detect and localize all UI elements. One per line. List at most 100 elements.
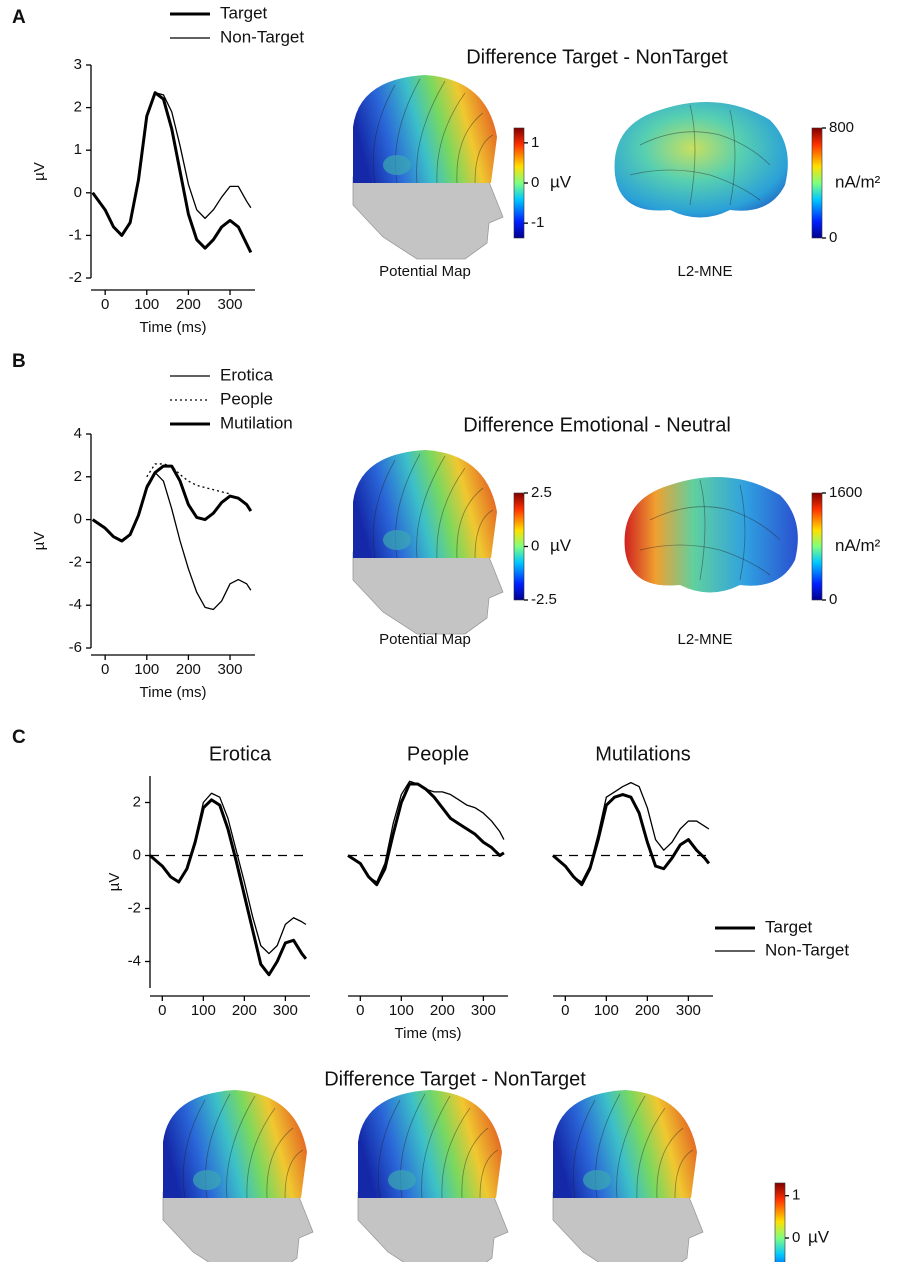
brain-source-map [625, 477, 798, 593]
y-tick-label: 3 [74, 56, 82, 73]
colorbar-tick-label: 1 [792, 1187, 800, 1204]
panel-title: Erotica [209, 743, 272, 765]
colorbar-tick-label: -2.5 [531, 591, 557, 608]
y-tick-label: 4 [74, 425, 82, 442]
map-title: Difference Emotional - Neutral [463, 414, 731, 436]
colorbar [775, 1183, 785, 1262]
x-tick-label: 200 [176, 661, 201, 678]
x-tick-label: 200 [430, 1002, 455, 1019]
x-axis-label: Time (ms) [140, 319, 207, 336]
x-tick-label: 200 [635, 1002, 660, 1019]
y-tick-label: 0 [133, 846, 141, 863]
x-tick-label: 100 [134, 661, 159, 678]
y-tick-label: 0 [74, 511, 82, 528]
colorbar-tick-label: 1600 [829, 484, 862, 501]
panel-label: C [12, 727, 26, 748]
map-caption: Potential Map [379, 263, 471, 280]
head-potential-map [358, 1090, 508, 1262]
colorbar-unit: µV [808, 1227, 830, 1246]
x-tick-label: 200 [232, 1002, 257, 1019]
x-tick-label: 100 [134, 296, 159, 313]
y-tick-label: -4 [69, 596, 82, 613]
colorbar-unit: µV [550, 536, 572, 555]
y-tick-label: -2 [69, 269, 82, 286]
erp-line [93, 466, 251, 541]
y-tick-label: -4 [128, 952, 141, 969]
panel-label: A [12, 7, 26, 28]
y-tick-label: 2 [74, 99, 82, 116]
colorbar-tick-label: 0 [792, 1229, 800, 1246]
legend-label: Mutilation [220, 413, 293, 432]
y-axis-label: µV [106, 873, 123, 892]
colorbar-tick-label: 0 [531, 174, 539, 191]
head-potential-map [353, 450, 503, 634]
x-tick-label: 300 [273, 1002, 298, 1019]
colorbar-unit: nA/m² [835, 536, 881, 555]
colorbar-tick-label: -1 [531, 214, 544, 231]
x-tick-label: 300 [218, 296, 243, 313]
x-axis-label: Time (ms) [140, 684, 207, 701]
y-tick-label: 0 [74, 184, 82, 201]
colorbar-tick-label: 0 [829, 229, 837, 246]
panel-title: People [407, 743, 469, 765]
erp-line [93, 93, 251, 253]
x-tick-label: 100 [389, 1002, 414, 1019]
colorbar-unit: µV [550, 172, 572, 191]
erp-line [348, 781, 504, 882]
x-tick-label: 300 [218, 661, 243, 678]
figure: A B C Difference Target - NonTarget Potentia… [0, 0, 907, 1262]
legend-label: People [220, 389, 273, 408]
legend-label: Erotica [220, 365, 273, 384]
erp-line [348, 784, 504, 885]
y-tick-label: -2 [69, 553, 82, 570]
y-tick-label: -1 [69, 226, 82, 243]
y-tick-label: 2 [133, 793, 141, 810]
erp-line [150, 800, 306, 975]
x-tick-label: 0 [101, 296, 109, 313]
colorbar [514, 128, 524, 238]
x-tick-label: 0 [561, 1002, 569, 1019]
brain-source-map [615, 102, 788, 218]
colorbar-tick-label: 2.5 [531, 484, 552, 501]
y-axis-label: µV [31, 162, 48, 181]
map-caption: Potential Map [379, 631, 471, 648]
x-tick-label: 300 [676, 1002, 701, 1019]
map-caption: L2-MNE [677, 263, 732, 280]
y-tick-label: 1 [74, 141, 82, 158]
legend-label: Target [220, 3, 268, 22]
legend-label: Non-Target [220, 27, 304, 46]
head-potential-map [353, 75, 503, 259]
colorbar-tick-label: 1 [531, 134, 539, 151]
head-potential-map [553, 1090, 703, 1262]
head-potential-map [163, 1090, 313, 1262]
colorbar-tick-label: 800 [829, 119, 854, 136]
legend-label: Non-Target [765, 940, 849, 959]
y-tick-label: -6 [69, 639, 82, 656]
erp-line [553, 795, 709, 885]
y-axis-label: µV [31, 532, 48, 551]
erp-line [150, 793, 306, 953]
y-tick-label: 2 [74, 468, 82, 485]
x-axis-label: Time (ms) [395, 1025, 462, 1042]
colorbar [812, 493, 822, 600]
x-tick-label: 100 [191, 1002, 216, 1019]
x-tick-label: 100 [594, 1002, 619, 1019]
x-tick-label: 0 [101, 661, 109, 678]
map-caption: L2-MNE [677, 631, 732, 648]
panel-title: Mutilations [595, 743, 691, 765]
x-tick-label: 300 [471, 1002, 496, 1019]
colorbar-tick-label: 0 [829, 591, 837, 608]
legend-label: Target [765, 917, 813, 936]
x-tick-label: 0 [158, 1002, 166, 1019]
x-tick-label: 200 [176, 296, 201, 313]
map-title: Difference Target - NonTarget [324, 1068, 586, 1090]
colorbar [812, 128, 822, 238]
colorbar-unit: nA/m² [835, 172, 881, 191]
colorbar-tick-label: 0 [531, 537, 539, 554]
x-tick-label: 0 [356, 1002, 364, 1019]
y-tick-label: -2 [128, 899, 141, 916]
colorbar [514, 493, 524, 600]
map-title: Difference Target - NonTarget [466, 46, 728, 68]
erp-line [93, 93, 251, 236]
panel-label: B [12, 351, 26, 372]
